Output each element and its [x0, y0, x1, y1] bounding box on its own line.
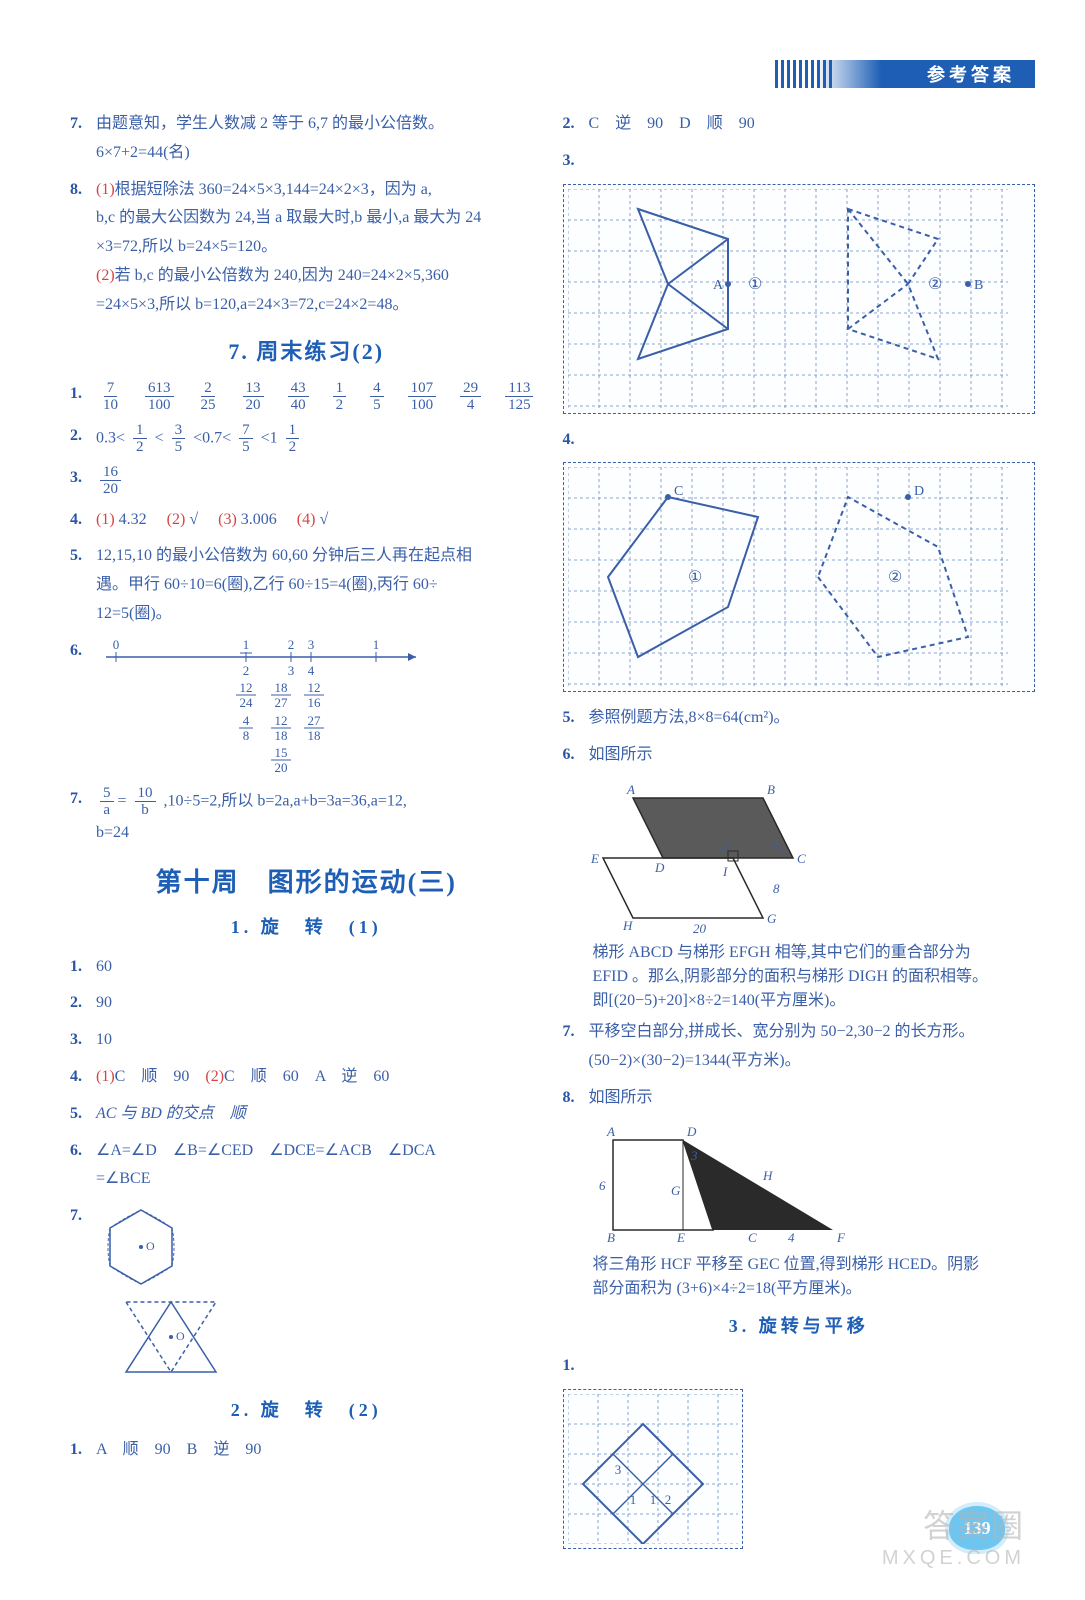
- triangle-figure: O: [116, 1292, 226, 1382]
- hexagon-figure: O: [96, 1202, 186, 1292]
- svg-text:E: E: [676, 1230, 685, 1245]
- svg-text:H: H: [622, 918, 633, 933]
- frac-row: 710 613100 225 1320 4340 12 45 107100 29…: [96, 380, 543, 414]
- q-num: 7.: [70, 110, 96, 168]
- svg-text:4: 4: [788, 1230, 795, 1245]
- svg-text:G: G: [671, 1183, 681, 1198]
- svg-text:①: ①: [748, 276, 762, 293]
- svg-text:1: 1: [629, 1492, 636, 1507]
- svg-text:C: C: [674, 484, 683, 499]
- s7-q2: 2. 0.3< 12 < 35 <0.7< 75 <1 12: [70, 422, 543, 456]
- grid-svg-3: A B ① ②: [568, 189, 1008, 409]
- figure-3-grid: A B ① ②: [563, 184, 1036, 414]
- svg-text:20: 20: [693, 921, 707, 936]
- q8: 8. (1)根据短除法 360=24×5×3,144=24×2×3，因为 a, …: [70, 176, 543, 320]
- figure-4-grid: C D ① ②: [563, 462, 1036, 692]
- svg-text:4: 4: [308, 663, 315, 678]
- svg-text:3: 3: [288, 663, 295, 678]
- s7-q1: 1. 710 613100 225 1320 4340 12 45 107100…: [70, 380, 543, 414]
- figure-r3q1: 3 1 1 2: [563, 1389, 743, 1549]
- svg-text:15: 15: [275, 745, 288, 760]
- svg-text:1: 1: [243, 637, 250, 652]
- section-title-10: 第十周 图形的运动(三): [70, 862, 543, 899]
- grid-svg-4: C D ① ②: [568, 467, 1008, 687]
- svg-text:H: H: [762, 1168, 773, 1183]
- svg-text:G: G: [767, 911, 777, 926]
- svg-text:3: 3: [308, 637, 315, 652]
- svg-text:C: C: [748, 1230, 757, 1245]
- svg-text:O: O: [176, 1329, 185, 1343]
- svg-text:18: 18: [275, 680, 288, 695]
- svg-text:1: 1: [649, 1492, 656, 1507]
- svg-text:②: ②: [928, 276, 942, 293]
- svg-text:F: F: [720, 840, 730, 855]
- watermark: 答案圈 MXQE.COM: [882, 1501, 1025, 1570]
- figure-8: A B C D E F G H 3 4 6: [563, 1120, 1036, 1250]
- svg-text:A: A: [626, 782, 635, 797]
- svg-text:2: 2: [288, 637, 295, 652]
- svg-text:18: 18: [275, 728, 288, 743]
- q-num: 8.: [70, 176, 96, 320]
- svg-text:I: I: [722, 864, 728, 879]
- svg-text:B: B: [767, 782, 775, 797]
- svg-text:24: 24: [240, 695, 254, 710]
- svg-text:O: O: [146, 1239, 155, 1253]
- s7-q6: 6. 0 12 23 34 1: [70, 637, 543, 777]
- q-text: (1)根据短除法 360=24×5×3,144=24×2×3，因为 a, b,c…: [96, 176, 481, 320]
- svg-text:12: 12: [240, 680, 253, 695]
- subsection-3: 3. 旋转与平移: [563, 1312, 1036, 1338]
- svg-text:D: D: [654, 860, 665, 875]
- number-line: 0 12 23 34 1 1224 1827 1216 48 1218 2718…: [96, 637, 436, 777]
- svg-text:D: D: [686, 1124, 697, 1139]
- svg-text:5: 5: [773, 840, 780, 855]
- svg-text:2: 2: [664, 1492, 671, 1507]
- svg-text:12: 12: [275, 713, 288, 728]
- figure-6: A B C D E F G H I 5 8 20: [563, 778, 1036, 938]
- subsection-1: 1. 旋 转 (1): [70, 913, 543, 939]
- svg-text:8: 8: [243, 728, 250, 743]
- svg-text:27: 27: [308, 713, 322, 728]
- s7-q5: 5. 12,15,10 的最小公倍数为 60,60 分钟后三人再在起点相 遇。甲…: [70, 542, 543, 628]
- header-band: 参考答案: [815, 60, 1035, 88]
- svg-text:A: A: [713, 278, 724, 293]
- svg-text:2: 2: [243, 663, 250, 678]
- r1-q7: 7. O O: [70, 1202, 543, 1382]
- svg-text:3: 3: [690, 1148, 698, 1163]
- content-columns: 7. 由题意知，学生人数减 2 等于 6,7 的最小公倍数。 6×7+2=44(…: [70, 110, 1035, 1561]
- subsection-2: 2. 旋 转 (2): [70, 1396, 543, 1422]
- svg-text:12: 12: [308, 680, 321, 695]
- svg-text:B: B: [974, 278, 983, 293]
- svg-text:4: 4: [243, 713, 250, 728]
- svg-text:16: 16: [308, 695, 322, 710]
- right-column: 2.C 逆 90 D 顺 90 3. A B ① ② 4.: [563, 110, 1036, 1561]
- svg-text:D: D: [914, 484, 924, 499]
- svg-text:0: 0: [113, 637, 120, 652]
- svg-text:A: A: [606, 1124, 615, 1139]
- q7: 7. 由题意知，学生人数减 2 等于 6,7 的最小公倍数。 6×7+2=44(…: [70, 110, 543, 168]
- s7-q3: 3. 1620: [70, 464, 543, 498]
- svg-text:②: ②: [888, 569, 902, 586]
- svg-text:F: F: [836, 1230, 846, 1245]
- svg-text:18: 18: [308, 728, 321, 743]
- svg-text:1: 1: [373, 637, 380, 652]
- svg-text:27: 27: [275, 695, 289, 710]
- section-title-7: 7. 周末练习(2): [70, 334, 543, 366]
- svg-text:①: ①: [688, 569, 702, 586]
- s7-q4: 4. (1) 4.32 (2) √ (3) 3.006 (4) √: [70, 506, 543, 535]
- svg-text:C: C: [797, 851, 806, 866]
- q-text: 由题意知，学生人数减 2 等于 6,7 的最小公倍数。 6×7+2=44(名): [96, 110, 444, 168]
- s7-q7: 7. 5a= 10b ,10÷5=2,所以 b=2a,a+b=3a=36,a=1…: [70, 785, 543, 848]
- svg-text:8: 8: [773, 881, 780, 896]
- svg-text:20: 20: [275, 760, 288, 775]
- svg-text:E: E: [590, 851, 599, 866]
- header-title: 参考答案: [927, 61, 1015, 87]
- svg-text:6: 6: [599, 1178, 606, 1193]
- svg-text:B: B: [607, 1230, 615, 1245]
- svg-text:3: 3: [614, 1462, 621, 1477]
- left-column: 7. 由题意知，学生人数减 2 等于 6,7 的最小公倍数。 6×7+2=44(…: [70, 110, 543, 1561]
